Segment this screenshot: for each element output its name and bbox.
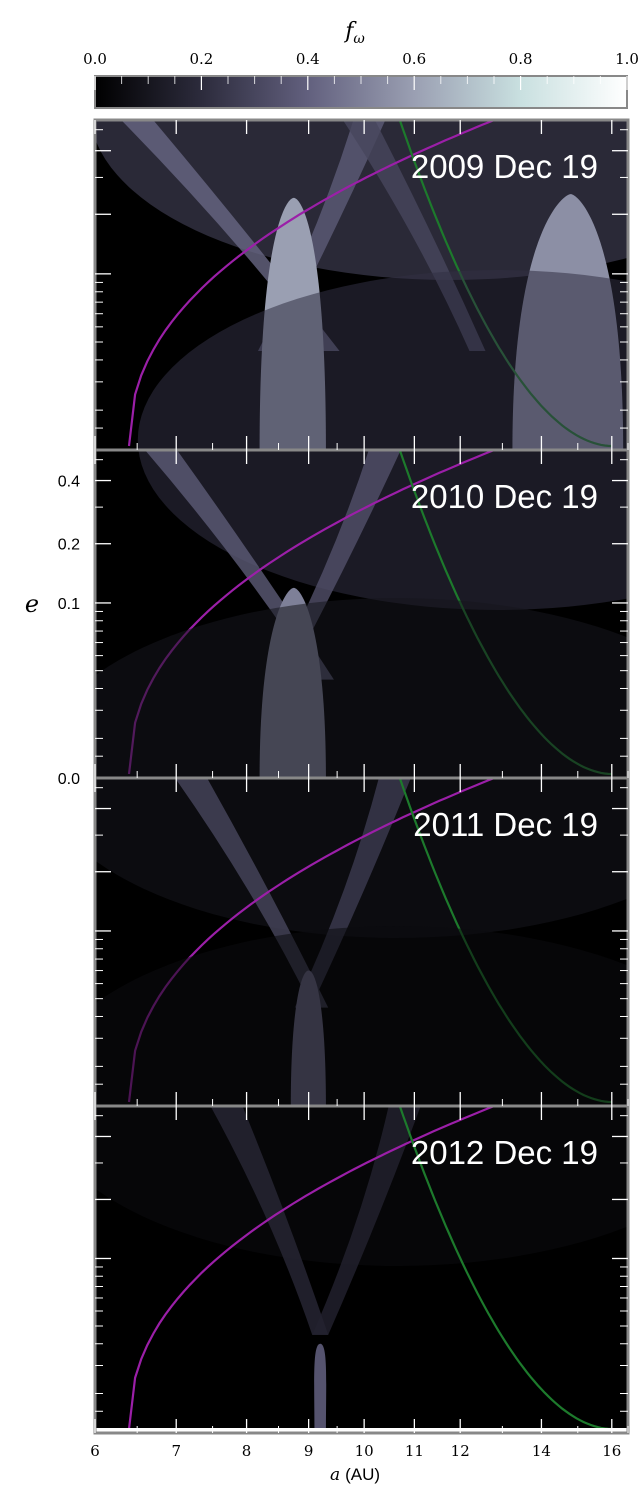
panel-date-label: 2012 Dec 19 xyxy=(411,1134,598,1171)
y-tick-label: 0.0 xyxy=(58,771,80,788)
panels: 2009 Dec 19 2010 Dec 19 2011 Dec 19 2012 De… xyxy=(95,120,628,1428)
y-tick-label: 0.4 xyxy=(58,474,80,491)
colorbar-tick-label: 0.2 xyxy=(189,50,213,68)
haze-region xyxy=(137,270,628,610)
y-tick-labels: 0.0 0.1 0.2 0.4 xyxy=(58,474,80,788)
x-tick-label: 10 xyxy=(355,1442,374,1460)
x-tick-label: 16 xyxy=(602,1442,621,1460)
band-region xyxy=(312,1106,421,1335)
y-tick-label: 0.1 xyxy=(58,596,80,613)
x-tick-label: 8 xyxy=(242,1442,252,1460)
axis-ticks xyxy=(94,120,629,1433)
colorbar-minor-ticks xyxy=(94,76,628,90)
x-tick-label: 6 xyxy=(90,1442,100,1460)
colorbar-tick-label: 0.8 xyxy=(509,50,533,68)
colorbar-tick-label: 1.0 xyxy=(615,50,639,68)
colorbar-tick-label: 0.6 xyxy=(402,50,426,68)
magenta-curve xyxy=(128,1104,495,1428)
x-tick-label: 9 xyxy=(304,1442,314,1460)
y-tick-label: 0.2 xyxy=(58,537,80,554)
panel-date-label: 2009 Dec 19 xyxy=(411,148,598,185)
x-tick-labels: 6 7 8 9 10 11 12 14 16 xyxy=(90,1442,621,1460)
haze-region xyxy=(95,926,628,1266)
magenta-curve xyxy=(127,120,495,447)
x-tick-label: 12 xyxy=(451,1442,470,1460)
band-region xyxy=(210,1106,329,1335)
colorbar-tick-labels: 0.0 0.2 0.4 0.6 0.8 1.0 xyxy=(83,50,639,68)
colorbar-tick-label: 0.0 xyxy=(83,50,107,68)
panel-date-label: 2011 Dec 19 xyxy=(413,806,598,843)
x-tick-label: 14 xyxy=(532,1442,551,1460)
y-axis-label: e xyxy=(25,590,39,618)
x-axis-label: a (AU) xyxy=(330,1465,380,1485)
x-tick-label: 7 xyxy=(171,1442,181,1460)
panel-4: 2012 Dec 19 xyxy=(95,926,628,1428)
green-curve xyxy=(398,1105,612,1428)
panel-date-label: 2010 Dec 19 xyxy=(411,478,598,515)
colorbar-label: fω xyxy=(343,19,365,47)
bright-lobe xyxy=(314,1343,327,1428)
x-tick-label: 11 xyxy=(405,1442,424,1460)
haze-region xyxy=(95,120,628,280)
colorbar-tick-label: 0.4 xyxy=(296,50,320,68)
